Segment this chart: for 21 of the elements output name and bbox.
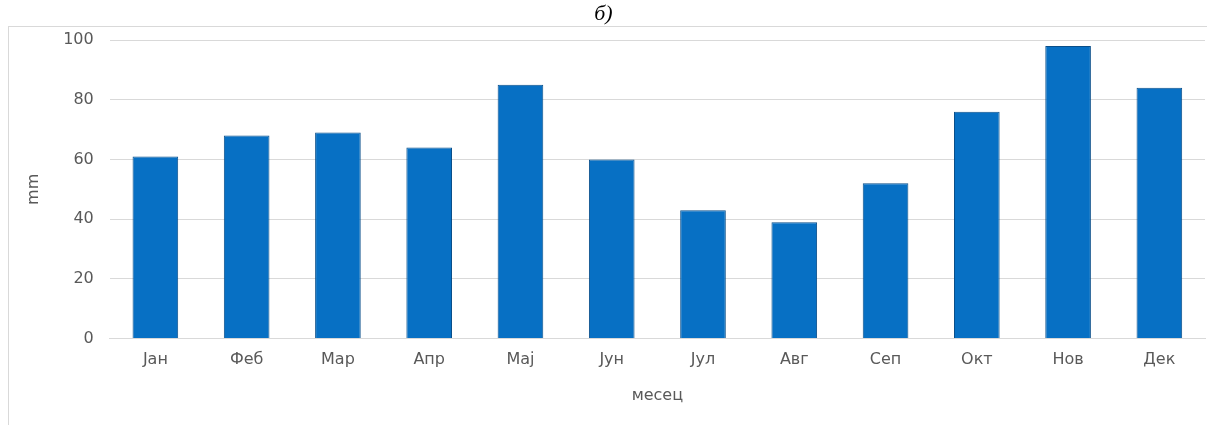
x-tick-label: Дек: [1143, 349, 1176, 369]
x-axis-title: месец: [631, 384, 684, 404]
chart-title: б): [593, 0, 614, 26]
x-tick-label: Апр: [413, 349, 445, 369]
x-tick-label: Окт: [961, 349, 993, 369]
y-tick-label: 20: [73, 268, 94, 288]
x-tick-label: Феб: [229, 349, 264, 369]
y-tick-label: 80: [73, 88, 94, 108]
y-tick-label: 40: [73, 208, 94, 228]
y-tick-label: 100: [63, 29, 94, 49]
x-tick-label: Јан: [141, 349, 168, 369]
x-tick-label: Сеп: [869, 349, 902, 369]
y-tick-label: 60: [73, 148, 94, 168]
x-tick-label: Јул: [689, 349, 716, 369]
y-tick-label: 0: [83, 327, 94, 347]
x-tick-label: Авг: [779, 349, 809, 369]
x-tick-label: Нов: [1052, 349, 1084, 369]
x-tick-label: Мар: [321, 349, 355, 369]
y-axis-title: mm: [22, 173, 42, 205]
x-tick-label: Мај: [506, 349, 535, 369]
x-tick-label: Јун: [598, 349, 625, 369]
